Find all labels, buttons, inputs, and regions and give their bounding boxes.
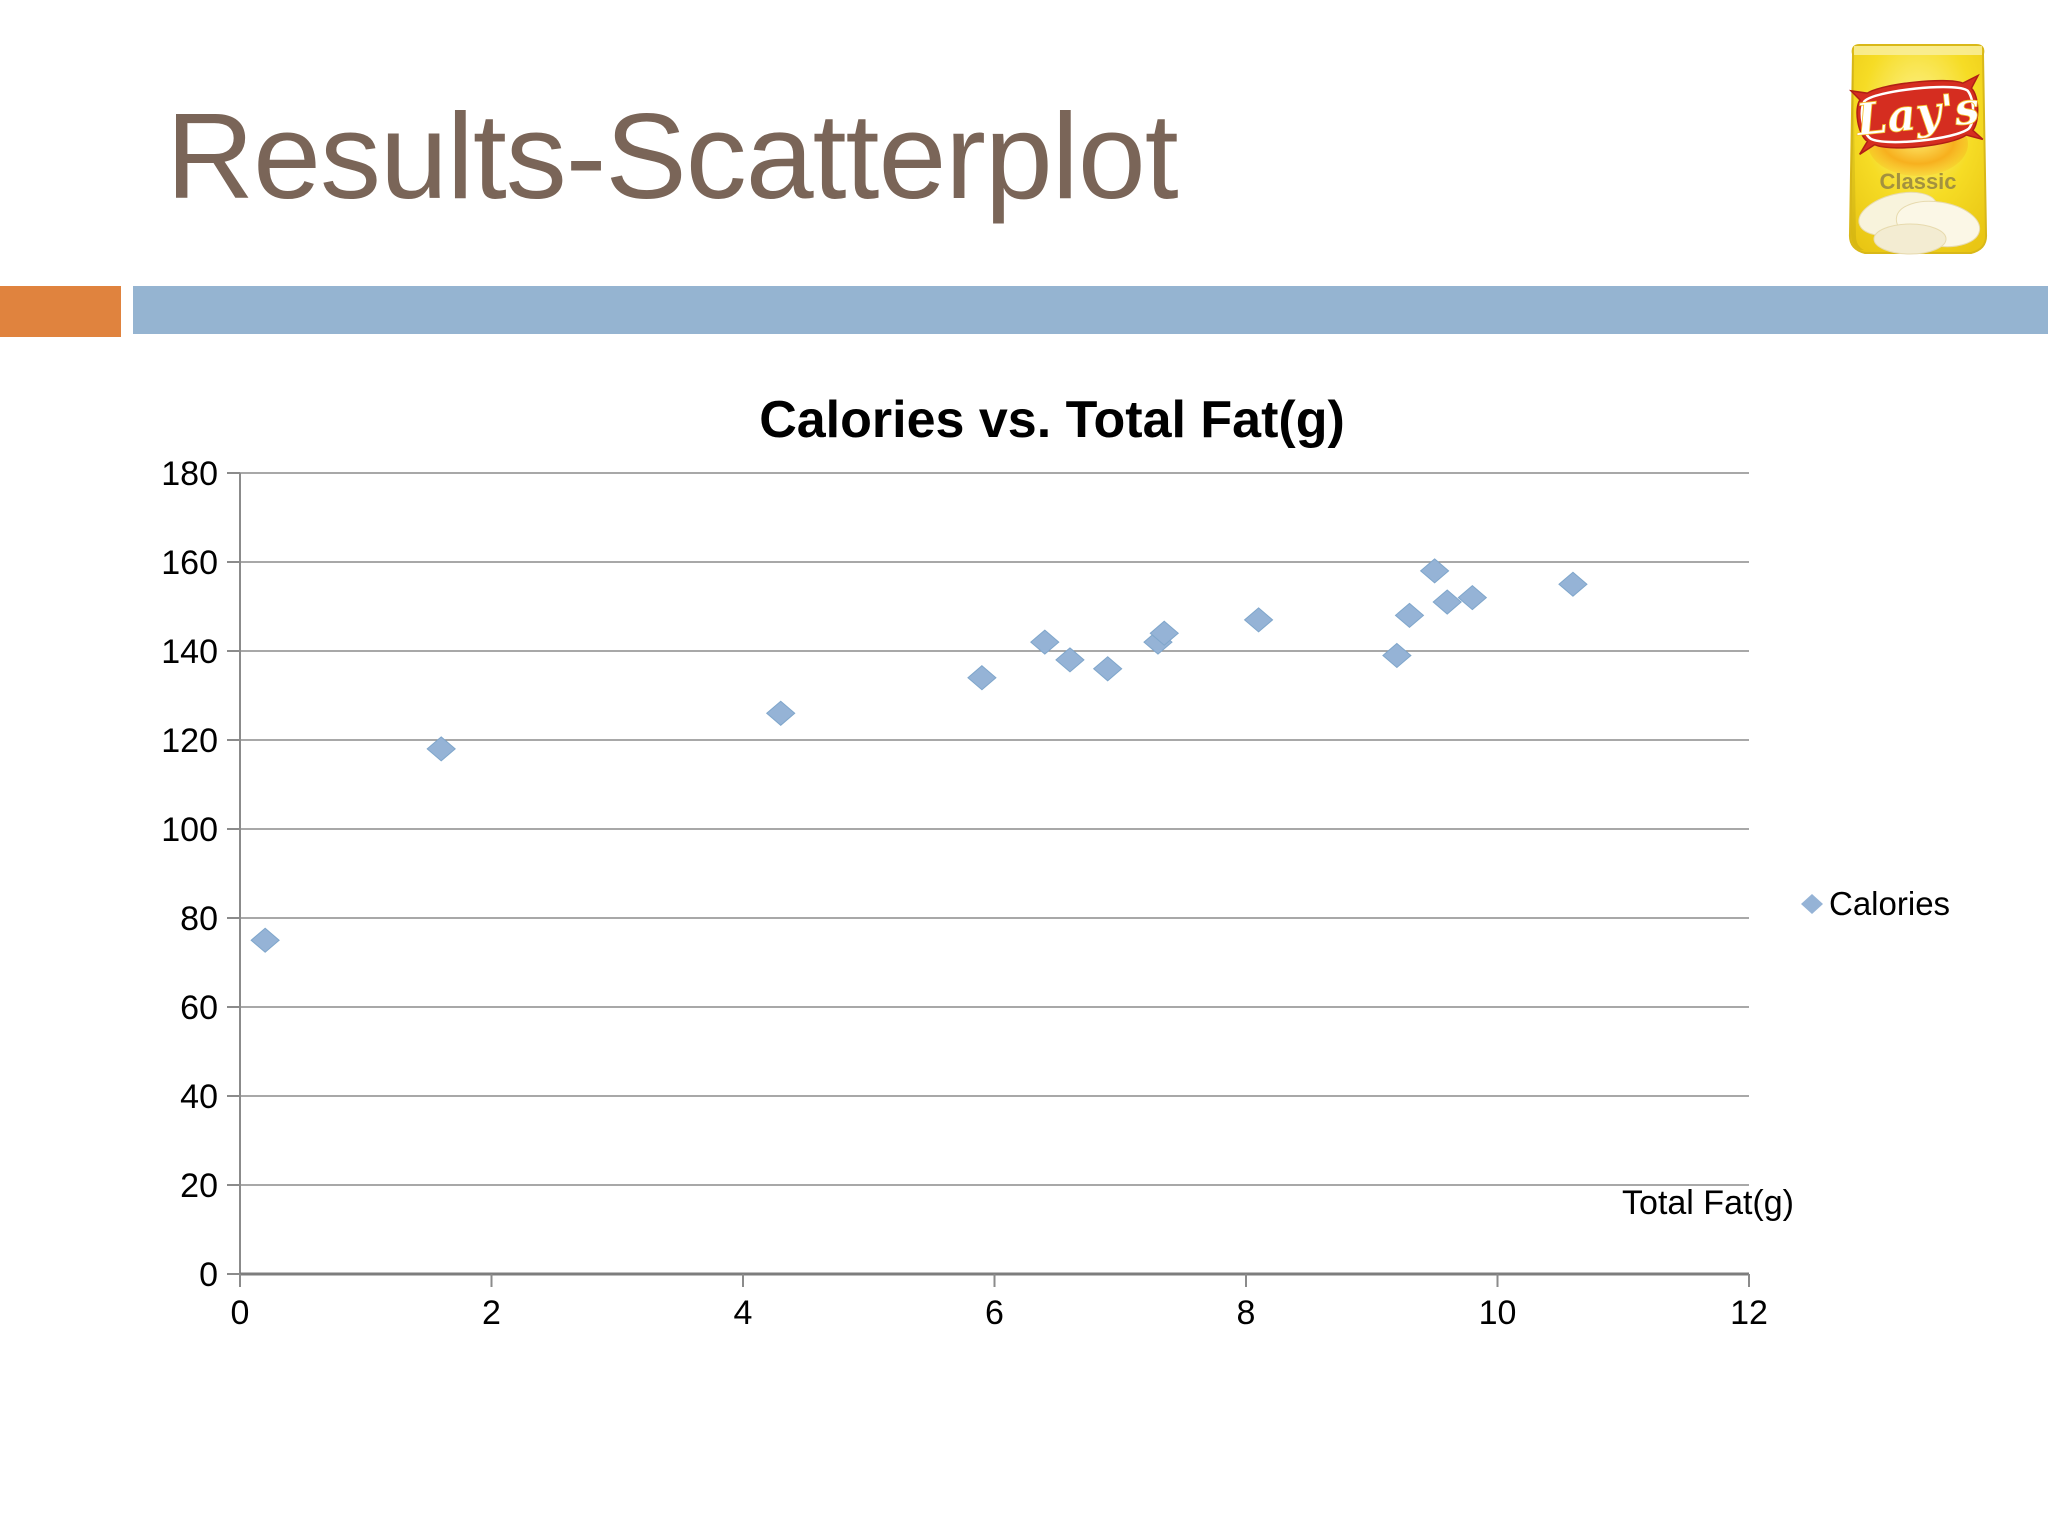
lays-banner: Lay's	[1848, 73, 1984, 155]
data-point	[1092, 656, 1123, 682]
y-tick-label: 120	[161, 722, 218, 760]
legend-diamond-icon	[1801, 894, 1823, 914]
legend: Calories	[1800, 885, 1951, 922]
x-tick-label: 6	[985, 1294, 1004, 1332]
page-title: Results-Scatterplot	[166, 88, 1179, 224]
data-point	[765, 700, 796, 726]
y-tick-label: 140	[161, 633, 218, 671]
legend-label: Calories	[1829, 885, 1951, 922]
y-tick-label: 160	[161, 544, 218, 582]
lays-bag-image: Lay's Classic	[1848, 44, 1988, 255]
data-point	[1394, 602, 1425, 629]
x-tick-label: 0	[231, 1294, 250, 1332]
data-point	[1149, 620, 1180, 646]
bag-crimp	[1854, 46, 1982, 55]
x-tick-label: 2	[482, 1294, 501, 1332]
data-point	[250, 927, 280, 953]
bag-shade	[1851, 54, 1864, 250]
data-point	[1243, 607, 1274, 633]
data-point	[1419, 558, 1450, 584]
data-point	[967, 665, 997, 691]
y-tick-label: 0	[199, 1256, 218, 1294]
accent-bar-orange	[0, 286, 121, 337]
data-point	[1382, 642, 1412, 669]
x-tick-label: 4	[734, 1294, 753, 1332]
data-point	[426, 736, 456, 762]
data-point	[1432, 589, 1462, 615]
y-tick-label: 20	[180, 1167, 218, 1205]
x-axis-label: Total Fat(g)	[1622, 1184, 1794, 1222]
y-tick-label: 60	[180, 989, 218, 1027]
data-point	[1457, 584, 1488, 611]
data-point	[1030, 629, 1060, 655]
classic-text: Classic	[1879, 169, 1956, 194]
data-point	[1055, 647, 1085, 673]
accent-bar-blue	[133, 286, 2048, 334]
y-tick-label: 80	[180, 900, 218, 938]
y-tick-label: 40	[180, 1078, 218, 1116]
chart-title: Calories vs. Total Fat(g)	[759, 391, 1345, 449]
y-tick-label: 100	[161, 811, 218, 849]
x-tick-label: 8	[1237, 1294, 1256, 1332]
x-tick-label: 10	[1479, 1294, 1517, 1332]
y-tick-label: 180	[161, 455, 218, 493]
x-tick-label: 12	[1730, 1294, 1768, 1332]
data-point	[1558, 571, 1588, 597]
chips-illustration	[1858, 191, 1981, 255]
